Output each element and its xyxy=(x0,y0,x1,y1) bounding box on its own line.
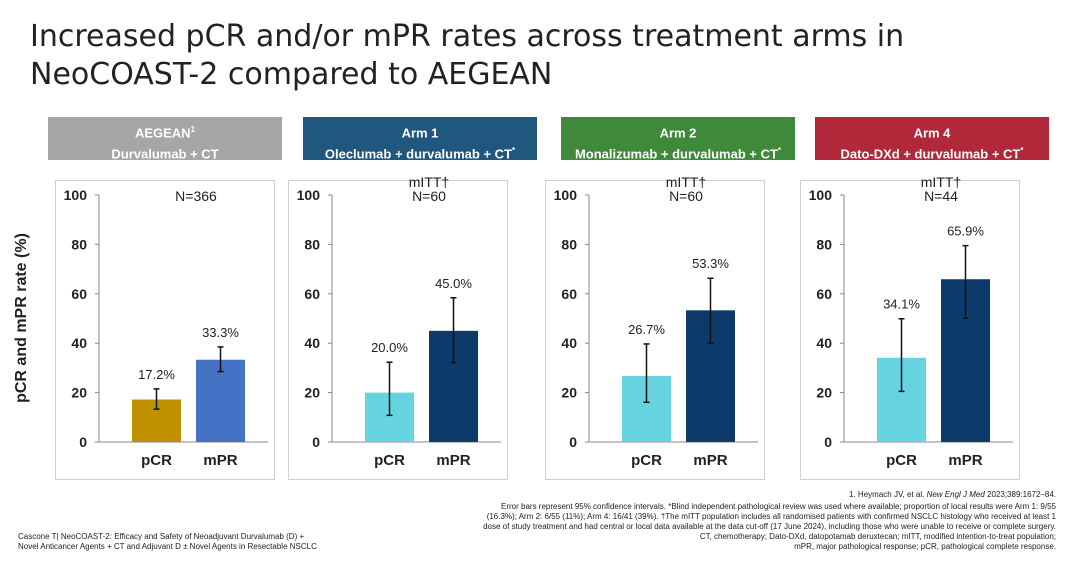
x-tick-label: mPR xyxy=(436,452,470,469)
y-tick-label: 80 xyxy=(816,236,832,252)
arm-subheader-sup: * xyxy=(777,146,782,156)
n-label: N=60 xyxy=(669,188,703,204)
y-tick-label: 100 xyxy=(64,187,88,203)
chart-panel-arm2: 0 20 40 60 80 100 26.7% pCR 53.3% mPR mITT† N=60 xyxy=(545,174,765,480)
population-label: mITT† xyxy=(409,174,449,190)
y-tick-label: 60 xyxy=(816,286,832,302)
footnotes: 1. Heymach JV, et al. New Engl J Med 202… xyxy=(416,490,1056,552)
y-tick-label: 100 xyxy=(297,187,321,203)
y-tick-label: 20 xyxy=(561,385,577,401)
arm-header-subtitle: Durvalumab + CT xyxy=(111,146,219,162)
reference-line: 1. Heymach JV, et al. New Engl J Med 202… xyxy=(416,490,1056,500)
chart-panel-arm4: 0 20 40 60 80 100 34.1% pCR 65.9% mPR mITT† N=44 xyxy=(800,174,1020,480)
y-tick-label: 40 xyxy=(304,335,320,351)
arm-header-title: AEGEAN xyxy=(134,125,191,141)
arm-header-aegean: AEGEAN1 Durvalumab + CT xyxy=(48,117,282,162)
citation-line-1: Cascone T| NeoCOAST-2: Efficacy and Safe… xyxy=(18,532,305,541)
data-label: 34.1% xyxy=(883,297,920,312)
y-tick-label: 60 xyxy=(561,286,577,302)
population-label: mITT† xyxy=(666,174,706,190)
y-tick-label: 20 xyxy=(71,385,87,401)
chart-arm1: 0 20 40 60 80 100 20.0% pCR 45.0% mPR mITT†N=60 xyxy=(297,174,501,469)
arm-header-title: Arm 4 xyxy=(913,125,951,141)
y-tick-label: 80 xyxy=(561,236,577,252)
y-tick-label: 0 xyxy=(312,434,320,450)
title-line-2: NeoCOAST-2 compared to AEGEAN xyxy=(30,57,553,92)
title-line-1: Increased pCR and/or mPR rates across tr… xyxy=(30,19,905,54)
x-tick-label: mPR xyxy=(693,452,727,469)
x-tick-label: mPR xyxy=(948,452,982,469)
footnote-line-5: mPR, major pathological response; pCR, p… xyxy=(794,542,1056,551)
arm-header-arm2: Arm 2 Monalizumab + durvalumab + CT* xyxy=(561,117,795,162)
y-tick-label: 20 xyxy=(304,385,320,401)
n-label: N=366 xyxy=(175,188,217,204)
y-axis-label: pCR and mPR rate (%) xyxy=(13,233,30,403)
y-tick-label: 80 xyxy=(304,236,320,252)
data-label: 45.0% xyxy=(435,276,472,291)
y-tick-label: 60 xyxy=(71,286,87,302)
citation-line-2: Novel Anticancer Agents + CT and Adjuvan… xyxy=(18,542,317,551)
y-tick-label: 100 xyxy=(809,187,833,203)
chart-arm2: 0 20 40 60 80 100 26.7% pCR 53.3% mPR mITT†N=60 xyxy=(554,174,758,469)
arm-header-sup: 1 xyxy=(190,125,196,134)
x-tick-label: pCR xyxy=(141,452,172,469)
y-tick-label: 0 xyxy=(569,434,577,450)
y-tick-label: 40 xyxy=(816,335,832,351)
arm-header-title: Arm 1 xyxy=(401,125,439,141)
data-label: 26.7% xyxy=(628,322,665,337)
y-tick-label: 0 xyxy=(824,434,832,450)
reference-journal: New Engl J Med xyxy=(926,490,985,499)
chart-panel-aegean: 0 20 40 60 80 100 17.2% pCR 33.3% mPR N=366 xyxy=(55,180,275,480)
arm-header-subtitle: Oleclumab + durvalumab + CT xyxy=(324,146,512,162)
chart-arm4: 0 20 40 60 80 100 34.1% pCR 65.9% mPR mITT†N=44 xyxy=(809,174,1013,469)
footnote-line-4: CT, chemotherapy; Dato-DXd, datopotamab … xyxy=(699,532,1056,541)
y-tick-label: 40 xyxy=(71,335,87,351)
footnote-line-2: (16.3%); Arm 2: 6/55 (11%); Arm 4: 16/41… xyxy=(486,512,1056,521)
arm-subheader-sup: * xyxy=(512,146,516,156)
data-label: 65.9% xyxy=(947,224,984,239)
chart-aegean: 0 20 40 60 80 100 17.2% pCR 33.3% mPR N=366 xyxy=(64,187,268,469)
x-tick-label: pCR xyxy=(631,452,662,469)
arm-header-arm1: Arm 1 Oleclumab + durvalumab + CT* xyxy=(303,117,537,162)
arm-header-subtitle: Monalizumab + durvalumab + CT xyxy=(574,146,778,162)
n-label: N=60 xyxy=(412,188,446,204)
footnote-line-3: dose of study treatment and had central … xyxy=(483,522,1056,531)
footnote-line-1: Error bars represent 95% confidence inte… xyxy=(501,502,1056,511)
x-tick-label: pCR xyxy=(886,452,917,469)
reference-details: 2023;389:1672–84. xyxy=(984,490,1056,499)
x-tick-label: pCR xyxy=(374,452,405,469)
y-tick-label: 20 xyxy=(816,385,832,401)
y-tick-label: 40 xyxy=(561,335,577,351)
y-tick-label: 60 xyxy=(304,286,320,302)
citation-footer: Cascone T| NeoCOAST-2: Efficacy and Safe… xyxy=(18,532,317,552)
y-tick-label: 100 xyxy=(554,187,578,203)
data-label: 33.3% xyxy=(202,325,239,340)
arm-header-arm4: Arm 4 Dato-DXd + durvalumab + CT* xyxy=(815,117,1049,162)
page-title: Increased pCR and/or mPR rates across tr… xyxy=(30,18,1050,94)
y-tick-label: 0 xyxy=(79,434,87,450)
arm-header-title: Arm 2 xyxy=(659,125,697,141)
data-label: 20.0% xyxy=(371,340,408,355)
data-label: 53.3% xyxy=(692,256,729,271)
chart-panel-arm1: 0 20 40 60 80 100 20.0% pCR 45.0% mPR mITT† N=60 xyxy=(288,174,508,480)
arm-subheader-sup: * xyxy=(1020,146,1024,156)
data-label: 17.2% xyxy=(138,367,175,382)
bar-mpr xyxy=(196,359,245,442)
reference-authors: 1. Heymach JV, et al. xyxy=(849,490,927,499)
n-label: N=44 xyxy=(924,188,958,204)
x-tick-label: mPR xyxy=(203,452,237,469)
population-label: mITT† xyxy=(921,174,961,190)
y-tick-label: 80 xyxy=(71,236,87,252)
arm-header-subtitle: Dato-DXd + durvalumab + CT xyxy=(840,146,1021,162)
